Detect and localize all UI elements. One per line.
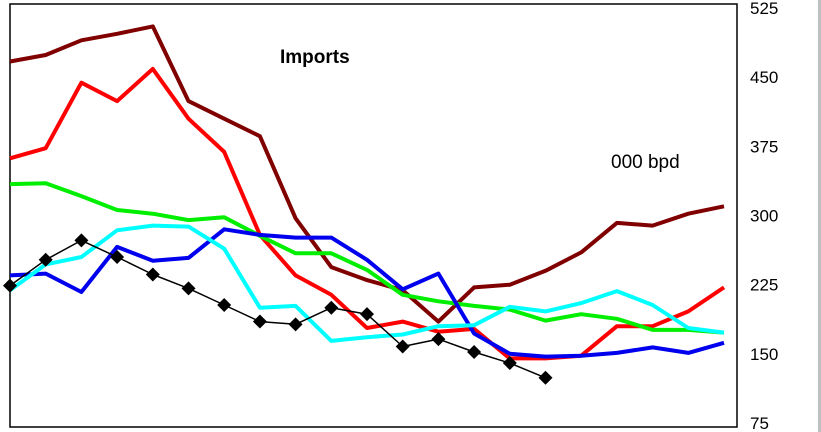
series-6-point-12 <box>395 339 410 354</box>
series-line-6 <box>9 239 546 379</box>
series-6-point-8 <box>252 314 267 329</box>
series-6-point-1 <box>3 278 17 293</box>
plot-frame <box>9 3 738 428</box>
y-tick-label-375: 375 <box>750 137 778 156</box>
y-tick-label-450: 450 <box>750 68 778 87</box>
series-6-point-14 <box>467 344 482 359</box>
y-tick-label-150: 150 <box>750 345 778 364</box>
series-line-3 <box>9 181 725 335</box>
y-tick-label-300: 300 <box>750 207 778 226</box>
series-6-point-11 <box>360 307 374 322</box>
y-tick-label-75: 75 <box>750 414 769 432</box>
series-6-point-10 <box>324 300 339 315</box>
series-line-5 <box>8 223 725 343</box>
series-line-1 <box>9 24 725 324</box>
y-tick-label-225: 225 <box>750 276 778 295</box>
chart-title: Imports <box>280 47 350 68</box>
series-6-point-9 <box>288 317 303 332</box>
series-6-point-7 <box>217 297 232 312</box>
series-6-point-6 <box>181 281 196 296</box>
series-6-point-15 <box>502 356 517 371</box>
series-6-point-13 <box>431 332 446 347</box>
unit-label: 000 bpd <box>611 152 680 173</box>
series-line-2 <box>9 66 726 361</box>
series-6-point-4 <box>110 250 125 264</box>
series-6-point-16 <box>538 370 553 385</box>
series-6-point-3 <box>74 233 89 248</box>
series-6-point-5 <box>145 267 160 282</box>
series-6-point-2 <box>38 252 53 267</box>
right-window-edge <box>818 0 821 432</box>
y-tick-label-525: 525 <box>750 0 778 18</box>
series-line-4 <box>9 227 725 359</box>
